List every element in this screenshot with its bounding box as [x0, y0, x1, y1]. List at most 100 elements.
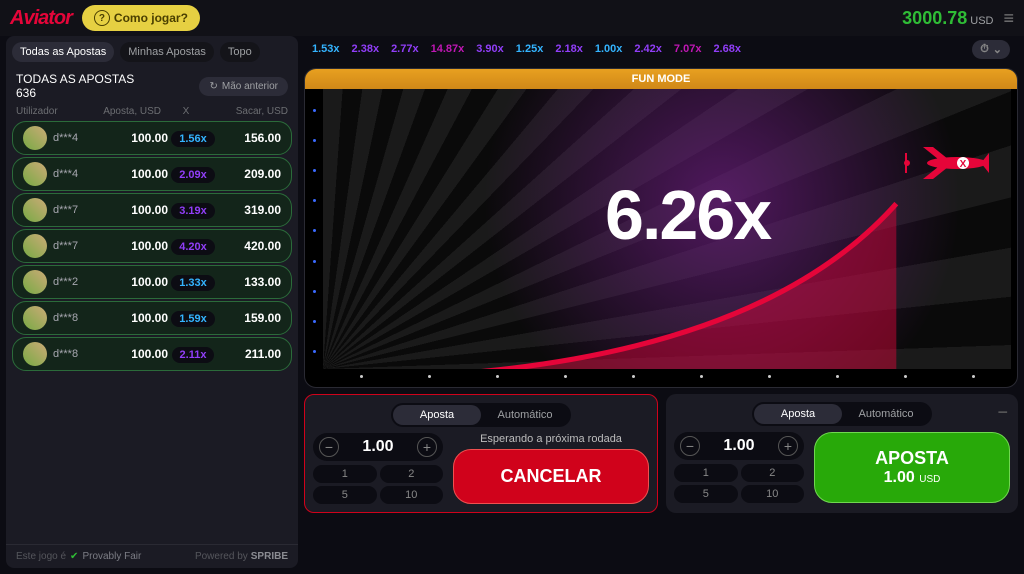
row-cash: 133.00	[218, 275, 281, 289]
row-bet: 100.00	[98, 239, 168, 253]
row-mult: 2.09x	[168, 167, 218, 181]
history-item[interactable]: 1.53x	[312, 43, 340, 55]
menu-icon[interactable]: ≡	[1003, 8, 1014, 29]
history-item[interactable]: 7.07x	[674, 43, 702, 55]
history-item[interactable]: 14.87x	[431, 43, 465, 55]
avatar	[23, 198, 47, 222]
quick-amount-button[interactable]: 2	[380, 465, 444, 483]
tab-top[interactable]: Topo	[220, 42, 260, 62]
row-cash: 211.00	[218, 347, 281, 361]
provably-fair-link[interactable]: ✔ Provably Fair	[70, 551, 141, 562]
svg-text:X: X	[960, 159, 967, 170]
avatar	[23, 306, 47, 330]
row-user: d***8	[53, 348, 98, 360]
table-row: d***8100.002.11x211.00	[12, 337, 292, 371]
avatar	[23, 234, 47, 258]
row-user: d***7	[53, 204, 98, 216]
row-mult: 1.59x	[168, 311, 218, 325]
all-bets-title: TODAS AS APOSTAS	[16, 72, 134, 86]
table-row: d***4100.001.56x156.00	[12, 121, 292, 155]
row-user: d***8	[53, 312, 98, 324]
history-item[interactable]: 1.00x	[595, 43, 623, 55]
bet-amount-1: 1.00	[362, 438, 393, 456]
how-to-play-button[interactable]: Como jogar?	[82, 5, 200, 31]
avatar	[23, 126, 47, 150]
row-mult: 2.11x	[168, 347, 218, 361]
history-item[interactable]: 2.38x	[352, 43, 380, 55]
row-cash: 420.00	[218, 239, 281, 253]
table-row: d***2100.001.33x133.00	[12, 265, 292, 299]
row-bet: 100.00	[98, 347, 168, 361]
quick-amount-button[interactable]: 10	[741, 485, 805, 503]
bet-tab-bet-1[interactable]: Aposta	[393, 405, 481, 425]
row-mult: 1.56x	[168, 131, 218, 145]
multiplier-display: 6.26x	[605, 175, 770, 255]
balance: 3000.78USD	[902, 8, 993, 29]
quick-amount-button[interactable]: 10	[380, 486, 444, 504]
row-user: d***4	[53, 132, 98, 144]
col-x: X	[161, 106, 211, 117]
sidebar: Todas as Apostas Minhas Apostas Topo TOD…	[6, 36, 298, 568]
minus-button-1[interactable]: −	[319, 437, 339, 457]
history-item[interactable]: 1.25x	[516, 43, 544, 55]
bet-tab-bet-2[interactable]: Aposta	[754, 404, 842, 424]
row-bet: 100.00	[98, 167, 168, 181]
row-user: d***4	[53, 168, 98, 180]
waiting-text: Esperando a próxima rodada	[453, 433, 649, 445]
history-bar: 1.53x 2.38x 2.77x 14.87x 3.90x 1.25x 2.18x 1.00…	[304, 36, 1018, 62]
bet-tab-auto-2[interactable]: Automático	[842, 404, 930, 424]
all-bets-count: 636	[16, 86, 134, 100]
history-item[interactable]: 2.42x	[634, 43, 662, 55]
row-mult: 1.33x	[168, 275, 218, 289]
prev-hand-button[interactable]: Mão anterior	[199, 77, 288, 96]
avatar	[23, 342, 47, 366]
tab-my-bets[interactable]: Minhas Apostas	[120, 42, 214, 62]
row-user: d***2	[53, 276, 98, 288]
row-mult: 4.20x	[168, 239, 218, 253]
history-item[interactable]: 3.90x	[476, 43, 504, 55]
table-row: d***8100.001.59x159.00	[12, 301, 292, 335]
row-bet: 100.00	[98, 311, 168, 325]
table-row: d***4100.002.09x209.00	[12, 157, 292, 191]
history-dropdown-button[interactable]: ⏱⌄	[972, 40, 1010, 59]
fun-mode-banner: FUN MODE	[305, 69, 1017, 89]
col-user: Utilizador	[16, 106, 91, 117]
row-user: d***7	[53, 240, 98, 252]
header: Aviator Como jogar? 3000.78USD ≡	[0, 0, 1024, 36]
history-item[interactable]: 2.18x	[555, 43, 583, 55]
powered-by: Powered bySPRIBE	[195, 551, 288, 562]
history-item[interactable]: 2.68x	[713, 43, 741, 55]
quick-amount-button[interactable]: 1	[313, 465, 377, 483]
quick-amount-button[interactable]: 2	[741, 464, 805, 482]
row-cash: 209.00	[218, 167, 281, 181]
table-row: d***7100.003.19x319.00	[12, 193, 292, 227]
plane-icon: X	[903, 141, 991, 184]
avatar	[23, 270, 47, 294]
row-bet: 100.00	[98, 203, 168, 217]
plus-button-2[interactable]: +	[778, 436, 798, 456]
footer-prefix: Este jogo é	[16, 551, 66, 562]
quick-amount-button[interactable]: 5	[674, 485, 738, 503]
table-row: d***7100.004.20x420.00	[12, 229, 292, 263]
chevron-down-icon: ⌄	[993, 43, 1002, 56]
quick-amount-button[interactable]: 1	[674, 464, 738, 482]
bet-amount-2: 1.00	[723, 437, 754, 455]
minus-button-2[interactable]: −	[680, 436, 700, 456]
col-cash: Sacar, USD	[211, 106, 288, 117]
row-bet: 100.00	[98, 131, 168, 145]
col-bet: Aposta, USD	[91, 106, 161, 117]
bet-panel-1: Aposta Automático − 1.00 + 12510	[304, 394, 658, 513]
quick-amount-button[interactable]: 5	[313, 486, 377, 504]
shield-icon: ✔	[70, 551, 78, 562]
row-cash: 159.00	[218, 311, 281, 325]
bet-tab-auto-1[interactable]: Automático	[481, 405, 569, 425]
tab-all-bets[interactable]: Todas as Apostas	[12, 42, 114, 62]
bet-button[interactable]: APOSTA 1.00 USD	[814, 432, 1010, 503]
history-item[interactable]: 2.77x	[391, 43, 419, 55]
cancel-button[interactable]: CANCELAR	[453, 449, 649, 504]
avatar	[23, 162, 47, 186]
bet-panel-2: − Aposta Automático − 1.00 + 12510	[666, 394, 1018, 513]
plus-button-1[interactable]: +	[417, 437, 437, 457]
remove-panel-button[interactable]: −	[997, 402, 1008, 423]
row-cash: 319.00	[218, 203, 281, 217]
